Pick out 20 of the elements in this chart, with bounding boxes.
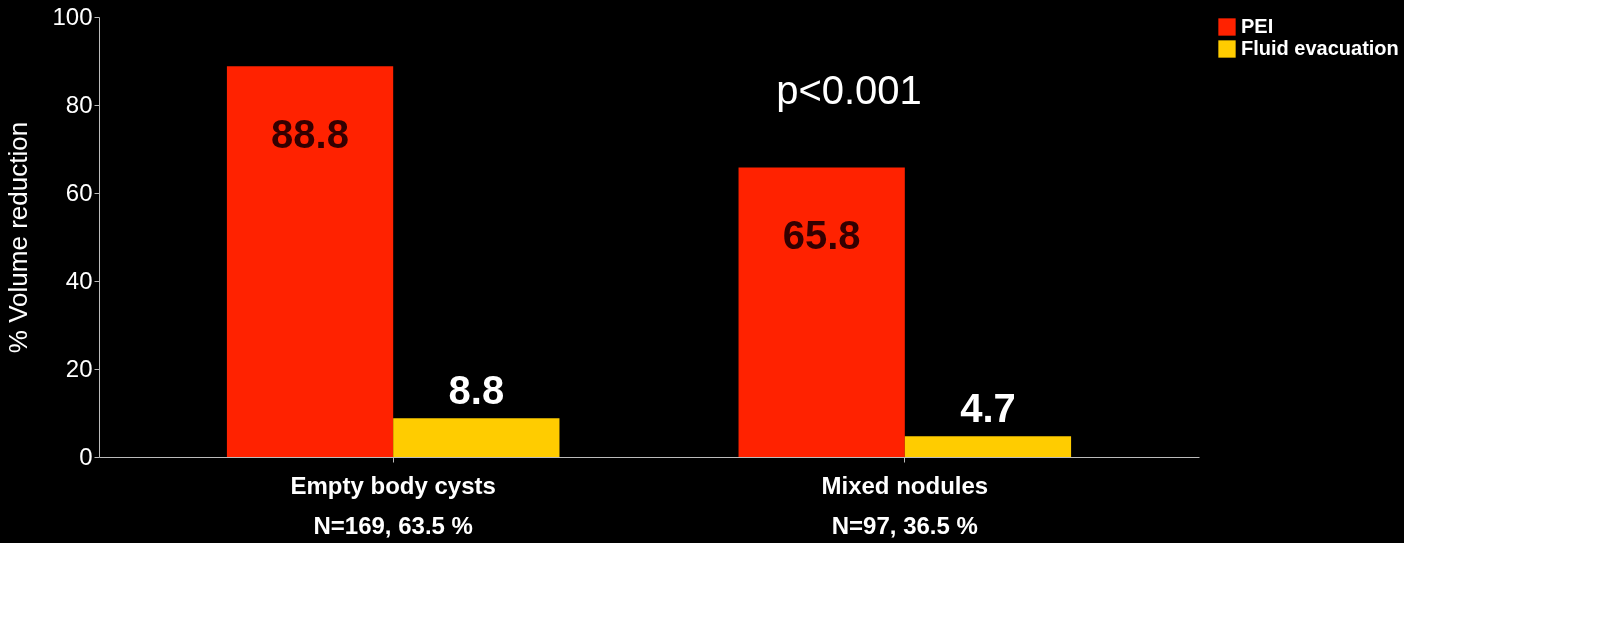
- legend-label: Fluid evacuation: [1241, 37, 1399, 59]
- annotation: p<0.001: [776, 68, 922, 112]
- data-label: 88.8: [271, 112, 349, 157]
- bar: [393, 418, 560, 457]
- y-tick-label: 20: [65, 354, 93, 382]
- y-tick-label: 60: [65, 178, 93, 206]
- data-label: 4.7: [960, 386, 1016, 431]
- bar: [904, 436, 1072, 457]
- data-label: 8.8: [448, 368, 505, 413]
- x-tick-label: Mixed nodules N=97, 36.5 %: [821, 471, 989, 539]
- y-tick-label: 0: [79, 442, 93, 470]
- y-tick-label: 80: [65, 90, 93, 118]
- bar: [226, 66, 394, 457]
- data-label: 65.8: [782, 213, 861, 258]
- legend-label: PEI: [1241, 15, 1274, 37]
- y-tick-label: 40: [65, 266, 93, 294]
- y-tick-label: 100: [52, 2, 93, 30]
- bar: [738, 167, 905, 457]
- x-tick-label: Empty body cysts N=169, 63.5 %: [290, 471, 496, 539]
- y-axis-title: % Volume reduction: [3, 121, 34, 354]
